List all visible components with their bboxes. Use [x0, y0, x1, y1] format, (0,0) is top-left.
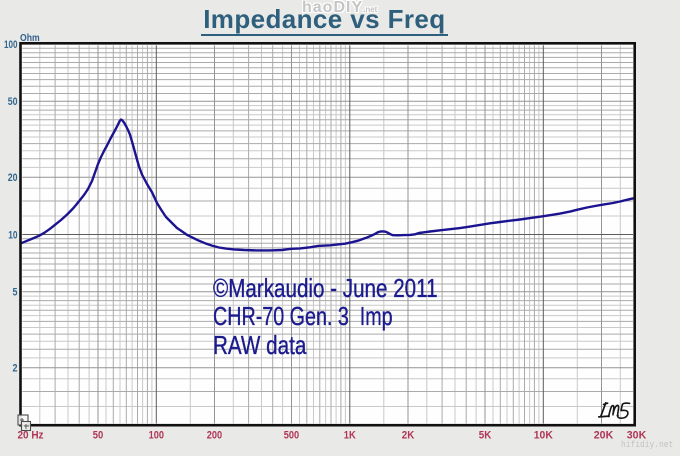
svg-text:10: 10	[8, 229, 17, 241]
svg-text:100: 100	[4, 39, 18, 51]
svg-text:200: 200	[207, 429, 222, 441]
svg-text:20K: 20K	[594, 429, 614, 441]
svg-text:500: 500	[284, 429, 299, 441]
svg-text:100: 100	[149, 429, 164, 441]
svg-text:20 Hz: 20 Hz	[18, 429, 44, 441]
svg-text:2: 2	[13, 363, 18, 375]
svg-text:1K: 1K	[344, 429, 356, 441]
svg-text:10K: 10K	[534, 429, 553, 441]
svg-text:30K: 30K	[627, 429, 647, 441]
svg-text:2K: 2K	[402, 429, 415, 441]
svg-text:50: 50	[8, 96, 18, 108]
svg-text:5K: 5K	[479, 429, 492, 441]
svg-text:5: 5	[13, 287, 18, 299]
svg-text:20: 20	[8, 172, 18, 184]
svg-text:50: 50	[93, 429, 104, 441]
